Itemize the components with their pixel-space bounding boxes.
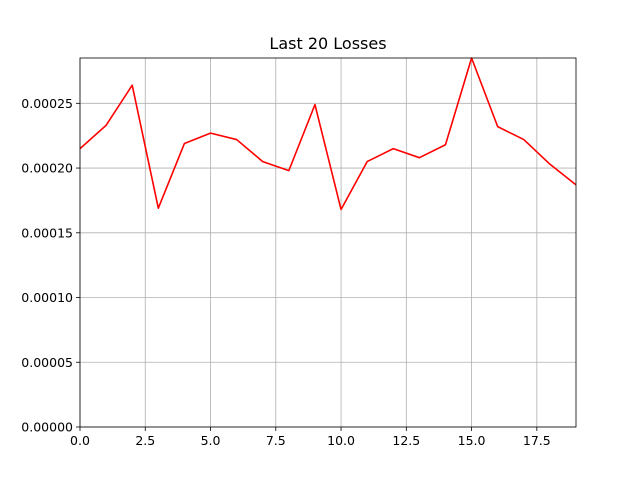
ticks: 0.0 2.5 5.0 7.5 10.0 12.5 15.0 17.5 0.00000 0.000… (21, 96, 550, 448)
axes-frame (79, 57, 577, 428)
x-tick-label: 0.0 (70, 433, 90, 448)
x-tick-label: 2.5 (135, 433, 155, 448)
grid (79, 58, 576, 428)
y-tick-label: 0.00015 (21, 225, 73, 240)
axes (79, 57, 577, 428)
x-tick-label: 5.0 (201, 433, 221, 448)
y-tick-label: 0.00000 (21, 420, 73, 435)
x-tick-label: 17.5 (523, 433, 551, 448)
y-tick-label: 0.00020 (21, 161, 73, 176)
y-tick-label: 0.00005 (21, 355, 73, 370)
x-tick-label: 7.5 (266, 433, 286, 448)
series-line (79, 57, 577, 211)
x-tick-label: 15.0 (458, 433, 486, 448)
chart-title: Last 20 Losses (269, 34, 386, 53)
y-tick-label: 0.00025 (21, 96, 73, 111)
x-tick-label: 10.0 (327, 433, 355, 448)
y-tick-label: 0.00010 (21, 290, 73, 305)
series-lines (79, 57, 577, 211)
x-tick-label: 12.5 (392, 433, 420, 448)
